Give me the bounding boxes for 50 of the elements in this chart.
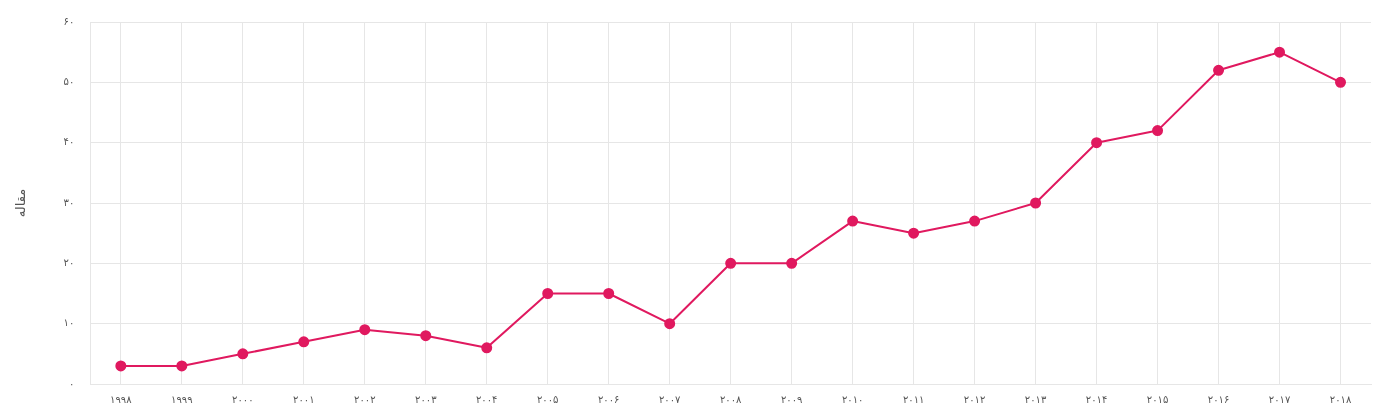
x-tick-label: ۲۰۱۴ bbox=[1085, 393, 1108, 405]
point bbox=[359, 324, 371, 336]
y-tick-label: ۱۰ bbox=[63, 317, 75, 329]
point bbox=[1335, 76, 1347, 88]
x-tick-label: ۲۰۰۲ bbox=[354, 393, 376, 405]
x-tick-label: ۲۰۰۹ bbox=[780, 393, 803, 405]
point bbox=[603, 288, 615, 299]
x-tick-label: ۲۰۱۳ bbox=[1024, 393, 1047, 405]
x-tick-label: ۲۰۰۴ bbox=[475, 393, 498, 405]
y-axis-title: مقاله bbox=[13, 188, 29, 218]
y-tick-label: ۲۰ bbox=[63, 256, 75, 268]
y-tick-label: ۰ bbox=[68, 377, 75, 389]
x-tick-label: ۲۰۰۱ bbox=[293, 393, 315, 405]
x-tick-label: ۱۹۹۸ bbox=[110, 393, 133, 405]
x-tick-label: ۲۰۱۶ bbox=[1207, 393, 1230, 405]
point bbox=[1091, 137, 1103, 149]
point bbox=[908, 227, 920, 239]
point bbox=[969, 215, 981, 227]
point bbox=[786, 257, 798, 269]
x-tick-label: ۲۰۰۶ bbox=[597, 393, 620, 405]
x-tick-label: ۲۰۱۸ bbox=[1329, 393, 1352, 405]
point bbox=[237, 348, 249, 360]
point bbox=[115, 360, 127, 372]
x-tick-label: ۲۰۱۷ bbox=[1268, 393, 1291, 405]
point bbox=[542, 288, 554, 299]
point bbox=[298, 336, 310, 348]
x-tick-label: ۲۰۰۷ bbox=[658, 393, 682, 405]
point bbox=[1274, 46, 1286, 58]
x-tick-label: ۲۰۱۰ bbox=[841, 393, 864, 405]
x-tick-label: ۱۹۹۹ bbox=[171, 393, 193, 405]
point bbox=[176, 360, 188, 372]
point bbox=[664, 318, 676, 330]
y-tick-label: ۴۰ bbox=[63, 136, 75, 148]
y-tick-label: ۳۰ bbox=[63, 196, 75, 208]
point bbox=[1213, 64, 1225, 76]
x-tick-label: ۲۰۱۱ bbox=[902, 393, 925, 405]
x-tick-label: ۲۰۱۲ bbox=[963, 393, 986, 405]
point bbox=[420, 330, 432, 342]
x-tick-label: ۲۰۰۰ bbox=[232, 393, 254, 405]
y-tick-label: ۵۰ bbox=[63, 75, 75, 87]
x-tick-label: ۲۰۰۳ bbox=[415, 393, 438, 405]
x-tick-label: ۲۰۰۵ bbox=[536, 393, 559, 405]
point bbox=[481, 342, 493, 354]
point bbox=[1030, 197, 1042, 209]
point bbox=[725, 257, 737, 269]
point bbox=[847, 215, 859, 227]
x-tick-label: ۲۰۰۸ bbox=[719, 393, 743, 405]
x-tick-label: ۲۰۱۵ bbox=[1146, 393, 1169, 405]
point bbox=[1152, 125, 1164, 137]
y-tick-label: ۶۰ bbox=[63, 15, 75, 27]
